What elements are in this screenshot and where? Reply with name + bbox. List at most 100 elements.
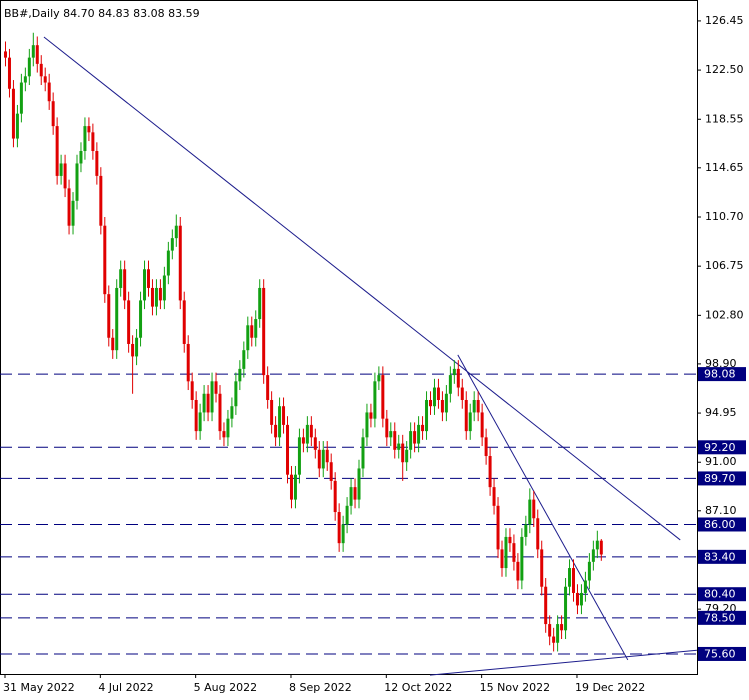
candle-body <box>19 82 23 114</box>
candle-body <box>154 287 158 307</box>
candle-body <box>369 412 373 419</box>
candle-body <box>115 287 119 351</box>
candle-body <box>436 387 440 400</box>
candle-body <box>150 287 154 307</box>
candle-body <box>313 437 317 450</box>
candle-body <box>309 424 313 438</box>
candle-body <box>552 636 556 643</box>
candle-body <box>103 225 107 295</box>
candle-body <box>504 536 508 569</box>
y-tick-label: 110.70 <box>705 210 744 223</box>
candle-body <box>297 437 301 475</box>
x-tick-label: 5 Aug 2022 <box>194 681 257 694</box>
x-tick-label: 8 Sep 2022 <box>289 681 352 694</box>
level-label-text: 78.50 <box>704 611 736 624</box>
candle-body <box>274 424 278 438</box>
candle-body <box>198 412 202 432</box>
candle-body <box>524 524 528 537</box>
candle-body <box>282 406 286 425</box>
candle-body <box>127 300 131 344</box>
candle-body <box>87 126 91 133</box>
candle-body <box>444 393 448 413</box>
y-tick-label: 126.45 <box>705 14 744 27</box>
level-label: 83.40 <box>698 549 746 564</box>
trend-line <box>429 649 697 676</box>
y-tick-label: 98.90 <box>705 357 737 370</box>
candle-body <box>119 269 123 288</box>
candle-body <box>278 406 282 438</box>
candle-body <box>47 82 51 102</box>
candle-body <box>254 319 258 338</box>
candle-body <box>230 406 234 419</box>
candle-body <box>484 437 488 457</box>
candle-body <box>357 468 361 500</box>
candle-body <box>587 561 591 581</box>
candle-body <box>214 381 218 394</box>
candle-body <box>571 568 575 593</box>
candle-body <box>560 624 564 631</box>
candle-body <box>349 487 353 506</box>
trend-line <box>457 354 629 661</box>
candle-body <box>234 381 238 407</box>
candle-body <box>460 387 464 400</box>
candle-body <box>329 462 333 481</box>
candle-body <box>289 474 293 500</box>
candle-body <box>7 57 11 89</box>
level-label-box <box>698 610 746 625</box>
candle-body <box>293 474 297 500</box>
candle-body <box>210 381 214 413</box>
level-label: 92.20 <box>698 440 746 455</box>
level-label-box <box>698 471 746 486</box>
x-tick-label: 4 Jul 2022 <box>98 681 153 694</box>
candle-body <box>286 424 290 475</box>
candle-body <box>452 368 456 376</box>
candle-body <box>417 424 421 444</box>
y-tick-label: 106.75 <box>705 259 744 272</box>
candle-body <box>158 287 162 301</box>
candle-body <box>194 399 198 432</box>
y-tick-label: 114.65 <box>705 161 744 174</box>
candle-body <box>429 399 433 407</box>
candle-body <box>178 225 182 301</box>
candle-body <box>405 449 409 463</box>
candle-body <box>75 163 79 201</box>
candle-body <box>238 368 242 382</box>
candle-body <box>39 63 43 77</box>
candle-body <box>305 424 309 444</box>
level-label: 80.40 <box>698 587 746 602</box>
candle-body <box>182 300 186 344</box>
chart-title: BB#,Daily 84.70 84.83 83.08 83.59 <box>4 7 200 20</box>
candle-body <box>99 175 103 226</box>
candle-body <box>79 151 83 164</box>
level-label: 98.08 <box>698 367 746 382</box>
level-label-text: 80.40 <box>704 588 736 601</box>
candle-body <box>365 412 369 438</box>
x-tick-label: 12 Oct 2022 <box>384 681 452 694</box>
candle-body <box>532 499 536 519</box>
y-tick-label: 94.95 <box>705 406 737 419</box>
candle-body <box>579 592 583 606</box>
candle-body <box>206 393 210 413</box>
candle-body <box>583 580 587 593</box>
candle-body <box>520 536 524 581</box>
candle-body <box>170 238 174 251</box>
candle-body <box>317 449 321 469</box>
candle-body <box>63 163 67 189</box>
candle-body <box>23 76 27 83</box>
candle-body <box>143 269 147 301</box>
level-label-box <box>698 587 746 602</box>
candle-body <box>131 343 135 357</box>
candle-body <box>548 624 552 637</box>
candle-body <box>337 512 341 544</box>
plot-frame <box>0 0 698 675</box>
candle-body <box>377 375 381 382</box>
level-label-text: 89.70 <box>704 472 736 485</box>
level-label: 78.50 <box>698 610 746 625</box>
candle-body <box>568 568 572 587</box>
candle-body <box>270 399 274 425</box>
candle-body <box>111 337 115 351</box>
level-label-text: 83.40 <box>704 550 736 563</box>
candle-body <box>472 399 476 413</box>
candle-body <box>27 57 31 77</box>
candle-body <box>401 443 405 463</box>
